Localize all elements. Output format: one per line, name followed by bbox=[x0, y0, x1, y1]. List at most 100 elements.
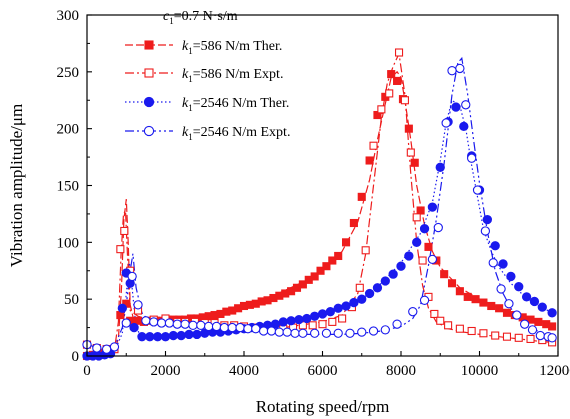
data-point bbox=[310, 272, 319, 281]
data-point bbox=[164, 318, 175, 328]
data-point bbox=[535, 330, 545, 341]
data-point bbox=[227, 322, 237, 333]
data-point bbox=[365, 156, 374, 165]
data-point bbox=[424, 242, 433, 251]
data-point bbox=[404, 251, 414, 261]
data-point bbox=[514, 333, 523, 342]
y-axis-title: Vibration amplitude/μm bbox=[7, 104, 26, 267]
data-point bbox=[440, 270, 449, 279]
data-point bbox=[318, 320, 327, 329]
data-point bbox=[309, 311, 320, 321]
data-point bbox=[444, 321, 453, 330]
data-point bbox=[482, 214, 492, 225]
data-point bbox=[472, 185, 483, 195]
data-point bbox=[537, 302, 547, 312]
damping-annotation: c1=0.7 N·s/m bbox=[163, 9, 238, 26]
data-point bbox=[433, 222, 443, 233]
data-point bbox=[152, 332, 163, 342]
x-tick-label: 8000 bbox=[386, 363, 416, 379]
legend-label: k1=2546 N/m Expt. bbox=[182, 125, 290, 142]
data-point bbox=[380, 325, 390, 335]
data-point bbox=[502, 332, 512, 341]
data-point bbox=[144, 40, 154, 50]
data-point bbox=[406, 148, 415, 157]
data-point bbox=[235, 322, 245, 333]
data-point bbox=[184, 329, 194, 340]
data-point bbox=[180, 319, 190, 329]
data-point bbox=[317, 309, 328, 319]
y-tick-label: 0 bbox=[72, 349, 80, 365]
data-point bbox=[451, 102, 461, 112]
data-point bbox=[338, 314, 347, 323]
data-point bbox=[274, 327, 284, 337]
data-point bbox=[479, 329, 488, 338]
data-point bbox=[219, 322, 230, 333]
data-point bbox=[387, 70, 396, 79]
data-point bbox=[372, 283, 383, 293]
data-point bbox=[109, 342, 120, 352]
data-point bbox=[116, 245, 125, 254]
y-tick-label: 150 bbox=[57, 179, 80, 195]
data-point bbox=[496, 284, 506, 294]
data-point bbox=[461, 100, 471, 110]
data-point bbox=[512, 310, 522, 320]
data-point bbox=[419, 295, 430, 305]
plot-markers-layer bbox=[82, 48, 557, 361]
data-point bbox=[369, 141, 378, 150]
legend-label: k1=586 N/m Expt. bbox=[182, 67, 283, 84]
data-point bbox=[527, 325, 538, 335]
data-point bbox=[394, 48, 404, 57]
x-axis-title: Rotating speed/rpm bbox=[256, 397, 390, 416]
data-point bbox=[427, 202, 438, 212]
data-point bbox=[243, 324, 253, 334]
data-point bbox=[490, 241, 500, 251]
data-point bbox=[286, 316, 296, 326]
x-tick-label: 10000 bbox=[461, 363, 499, 379]
data-point bbox=[463, 292, 472, 301]
data-point bbox=[156, 318, 167, 328]
data-point bbox=[502, 308, 512, 317]
data-point bbox=[333, 328, 343, 338]
data-point bbox=[355, 283, 364, 292]
legend-label: k1=586 N/m Ther. bbox=[182, 39, 282, 56]
data-point bbox=[480, 226, 491, 236]
data-point bbox=[447, 279, 457, 288]
data-point bbox=[380, 276, 390, 286]
data-point bbox=[364, 288, 375, 299]
data-point bbox=[488, 258, 498, 268]
data-point bbox=[349, 297, 359, 308]
data-point bbox=[321, 328, 332, 338]
data-point bbox=[121, 318, 131, 328]
y-tick-label: 100 bbox=[57, 235, 80, 251]
data-point bbox=[341, 238, 351, 247]
data-point bbox=[345, 328, 355, 338]
data-point bbox=[412, 213, 421, 222]
data-point bbox=[471, 295, 480, 304]
data-point bbox=[514, 282, 524, 292]
data-point bbox=[504, 299, 514, 309]
data-point bbox=[388, 269, 398, 279]
data-point bbox=[204, 321, 214, 332]
data-point bbox=[396, 261, 406, 271]
data-point bbox=[410, 158, 419, 167]
data-point bbox=[459, 121, 469, 132]
data-point bbox=[196, 320, 206, 330]
data-point bbox=[534, 317, 543, 326]
data-point bbox=[333, 303, 343, 313]
data-point bbox=[548, 322, 557, 331]
data-point bbox=[447, 66, 457, 76]
data-point bbox=[144, 68, 154, 78]
data-point bbox=[393, 76, 402, 85]
data-point bbox=[149, 317, 159, 327]
data-point bbox=[328, 317, 337, 326]
data-point bbox=[479, 298, 488, 307]
data-point bbox=[498, 259, 508, 269]
data-point bbox=[137, 332, 147, 342]
data-point bbox=[547, 308, 557, 318]
data-point bbox=[412, 237, 422, 247]
data-point bbox=[294, 314, 304, 325]
axis-ticks bbox=[86, 14, 559, 357]
data-point bbox=[495, 304, 504, 313]
data-point bbox=[506, 271, 516, 282]
